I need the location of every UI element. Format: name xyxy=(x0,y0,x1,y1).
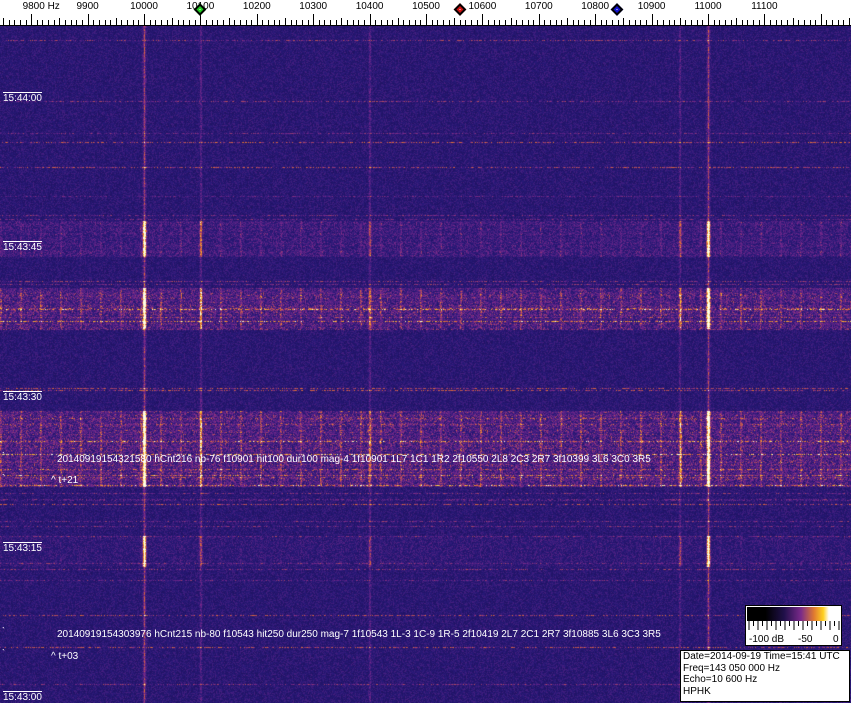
info-station: HPHK xyxy=(683,685,711,697)
detection-text: 20140919154321580 hCnt216 nb-76 f10901 h… xyxy=(57,454,651,465)
info-frequency: Freq=143 050 000 Hz xyxy=(683,662,781,674)
time-label: 15:43:15 xyxy=(3,542,42,554)
frequency-scale xyxy=(0,0,851,26)
frequency-label: 10400 xyxy=(355,1,384,12)
frequency-label: 10600 xyxy=(468,1,497,12)
frequency-label: 10000 xyxy=(130,1,158,12)
frequency-label: 10900 xyxy=(637,1,666,12)
frequency-label: 10800 xyxy=(581,1,610,12)
time-label: 15:43:45 xyxy=(3,241,42,253)
colorbar-gradient xyxy=(747,607,840,621)
info-echo: Echo=10 600 Hz xyxy=(683,674,758,685)
frequency-label: 10700 xyxy=(524,1,553,12)
detection-tick: ` xyxy=(2,473,5,483)
detection-tick: ` xyxy=(2,626,5,636)
detection-tick: ` xyxy=(2,648,5,658)
frequency-label: 10300 xyxy=(299,1,328,12)
detection-text: 20140919154303976 hCnt215 nb-80 f10543 h… xyxy=(57,629,661,640)
info-panel: Date=2014-09-19 Time=15:41 UTC Freq=143 … xyxy=(680,650,850,702)
time-label: 15:43:00 xyxy=(3,691,42,703)
detection-tick: ` xyxy=(2,451,5,461)
info-date-time: Date=2014-09-19 Time=15:41 UTC xyxy=(683,651,840,662)
time-label: 15:43:30 xyxy=(3,391,42,403)
frequency-label: 11000 xyxy=(694,1,722,12)
detection-offset: ^ t+03 xyxy=(51,651,79,662)
frequency-label: 9800 Hz xyxy=(22,1,60,12)
frequency-label: 9900 xyxy=(76,1,99,12)
colorbar-ticks xyxy=(748,621,840,630)
frequency-label: 10200 xyxy=(242,1,271,12)
frequency-label: 10500 xyxy=(412,1,440,12)
colorbar-legend: -100 dB -50 0 xyxy=(745,605,842,646)
colorbar-label-max: 0 xyxy=(833,634,839,645)
colorbar-label-mid: -50 xyxy=(798,634,813,645)
frequency-label: 11100 xyxy=(751,1,778,12)
detection-offset: ^ t+21 xyxy=(51,475,79,486)
frequency-ticks xyxy=(0,14,851,26)
time-label: 15:44:00 xyxy=(3,92,42,104)
waterfall-display[interactable] xyxy=(0,26,851,703)
colorbar-label-min: -100 dB xyxy=(749,634,785,645)
